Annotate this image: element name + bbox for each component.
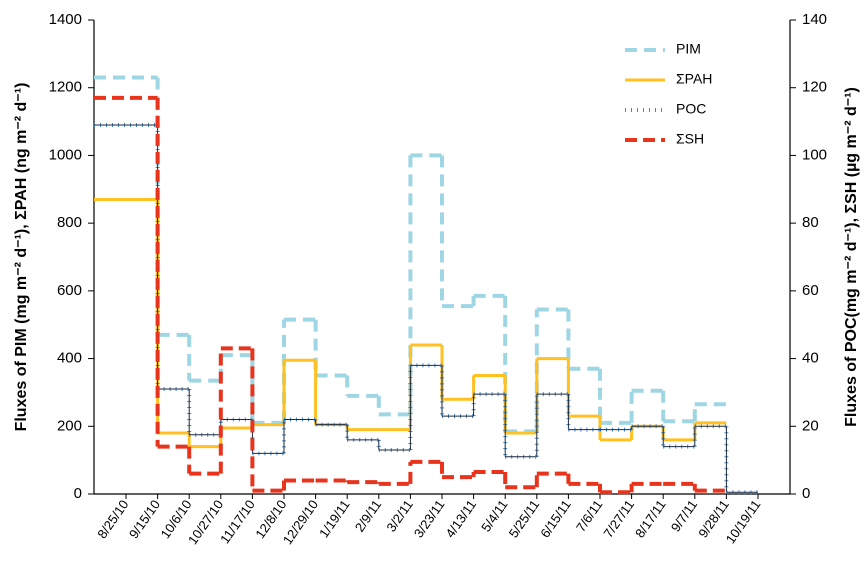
x-tick-label: 3/23/11 bbox=[411, 497, 448, 540]
x-tick-label: 2/9/11 bbox=[352, 497, 384, 534]
legend-label: ΣSH bbox=[676, 131, 704, 147]
y2-tick-label: 80 bbox=[802, 214, 819, 231]
y-tick-label: 0 bbox=[74, 485, 82, 502]
x-tick-label: 3/2/11 bbox=[383, 497, 415, 534]
legend-label: PIM bbox=[676, 41, 701, 57]
y-axis-label: Fluxes of PIM (mg m⁻² d⁻¹), ΣPAH (ng m⁻²… bbox=[13, 83, 30, 432]
y-tick-label: 1400 bbox=[49, 11, 82, 28]
y-tick-label: 600 bbox=[57, 282, 82, 299]
y-tick-label: 800 bbox=[57, 214, 82, 231]
y2-tick-label: 40 bbox=[802, 350, 819, 367]
legend-label: POC bbox=[676, 101, 706, 117]
x-tick-label: 1/19/11 bbox=[316, 497, 353, 540]
x-tick-label: 4/13/11 bbox=[442, 497, 479, 540]
x-tick-label: 8/17/11 bbox=[632, 497, 669, 540]
y-tick-label: 1000 bbox=[49, 146, 82, 163]
x-tick-label: 7/27/11 bbox=[600, 497, 637, 540]
y2-tick-label: 60 bbox=[802, 282, 819, 299]
x-tick-label: 5/4/11 bbox=[478, 497, 510, 534]
y2-tick-label: 100 bbox=[802, 146, 827, 163]
x-tick-label: 7/6/11 bbox=[573, 497, 605, 534]
y2-tick-label: 0 bbox=[802, 485, 810, 502]
x-tick-label: 6/15/11 bbox=[537, 497, 574, 540]
x-tick-label: 8/25/10 bbox=[94, 497, 131, 541]
y2-axis-label: Fluxes of POC(mg m⁻² d⁻¹), ΣSH (µg m⁻² d… bbox=[843, 87, 860, 427]
legend-label: ΣPAH bbox=[676, 71, 712, 87]
y2-tick-label: 120 bbox=[802, 79, 827, 96]
x-tick-label: 9/7/11 bbox=[668, 497, 700, 534]
y-tick-label: 1200 bbox=[49, 79, 82, 96]
x-tick-label: 5/25/11 bbox=[506, 497, 543, 540]
x-tick-label: 9/15/10 bbox=[126, 497, 163, 541]
y-tick-label: 400 bbox=[57, 350, 82, 367]
y2-tick-label: 140 bbox=[802, 11, 827, 28]
y-tick-label: 200 bbox=[57, 417, 82, 434]
y2-tick-label: 20 bbox=[802, 417, 819, 434]
